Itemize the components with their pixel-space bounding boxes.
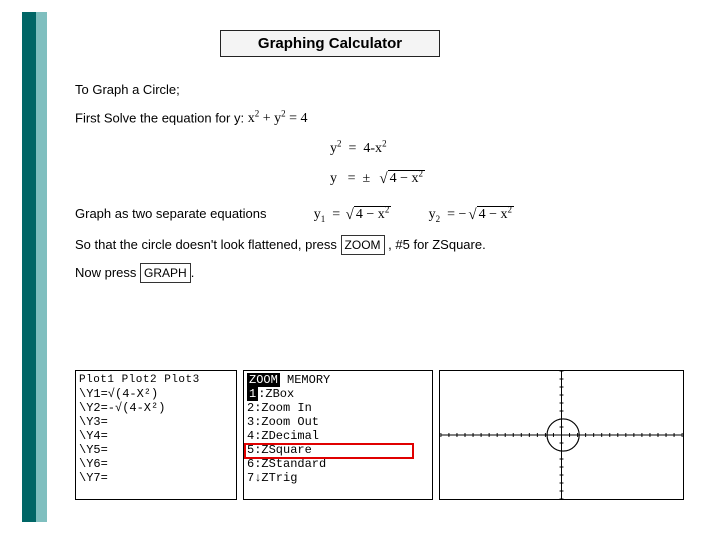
zoom-header: ZOOM MEMORY [247, 373, 429, 387]
eq2: y2 = 4-x2 [330, 141, 387, 156]
eq3-row: y = ± 4 − x2 [330, 167, 695, 190]
eq1: x2 + y2 = 4 [248, 111, 308, 126]
zoom-row: 2:Zoom In [247, 401, 429, 415]
eq3-lhs: y [330, 171, 337, 186]
line-two-eq: Graph as two separate equations y1 = 4 −… [75, 203, 695, 226]
zoom-row: 4:ZDecimal [247, 429, 429, 443]
eq2-row: y2 = 4-x2 [330, 137, 695, 159]
line4-prefix: So that the circle doesn't look flattene… [75, 237, 341, 252]
line-to-graph: To Graph a Circle; [75, 80, 695, 100]
y-row: \Y4= [79, 429, 233, 443]
zsquare-highlight [244, 443, 414, 459]
side-accent-light [36, 12, 47, 522]
y-row: \Y5= [79, 443, 233, 457]
graph-button: GRAPH [140, 263, 191, 283]
zoom-header-rest: MEMORY [280, 373, 330, 387]
line-graph: Now press GRAPH. [75, 263, 695, 283]
line4-suffix: , #5 for ZSquare. [388, 237, 486, 252]
eq3-sqrt: 4 − x2 [377, 167, 425, 190]
calc-panels: Plot1 Plot2 Plot3 \Y1=√(4-X²)\Y2=-√(4-X²… [75, 370, 684, 500]
line-zoom: So that the circle doesn't look flattene… [75, 235, 695, 255]
zoom-header-inv: ZOOM [247, 373, 280, 387]
zoom-row: 7↓ZTrig [247, 471, 429, 485]
y-row: \Y3= [79, 415, 233, 429]
y2: y2 = −4 − x2 [429, 207, 514, 222]
line5-prefix: Now press [75, 265, 140, 280]
line-first-solve: First Solve the equation for y: x2 + y2 … [75, 108, 695, 130]
page-title: Graphing Calculator [220, 30, 440, 57]
plot-header: Plot1 Plot2 Plot3 [79, 373, 233, 387]
y-row: \Y1=√(4-X²) [79, 387, 233, 401]
zoom-row: 6:ZStandard [247, 457, 429, 471]
side-accent-dark [22, 12, 36, 522]
line3-prefix: Graph as two separate equations [75, 206, 267, 221]
line2-prefix: First Solve the equation for y: [75, 110, 248, 125]
y-editor-panel: Plot1 Plot2 Plot3 \Y1=√(4-X²)\Y2=-√(4-X²… [75, 370, 237, 500]
zoom-row: 3:Zoom Out [247, 415, 429, 429]
zoom-row: 1:ZBox [247, 387, 429, 401]
y-row: \Y6= [79, 457, 233, 471]
content: To Graph a Circle; First Solve the equat… [75, 80, 695, 291]
y-row: \Y7= [79, 471, 233, 485]
period: . [191, 265, 195, 280]
y1: y1 = 4 − x2 [314, 207, 392, 222]
graph-svg [440, 371, 683, 499]
y-row: \Y2=-√(4-X²) [79, 401, 233, 415]
graph-panel [439, 370, 684, 500]
side-accent [22, 12, 50, 522]
zoom-button: ZOOM [341, 235, 385, 255]
zoom-menu-panel: ZOOM MEMORY 1:ZBox2:Zoom In3:Zoom Out4:Z… [243, 370, 433, 500]
